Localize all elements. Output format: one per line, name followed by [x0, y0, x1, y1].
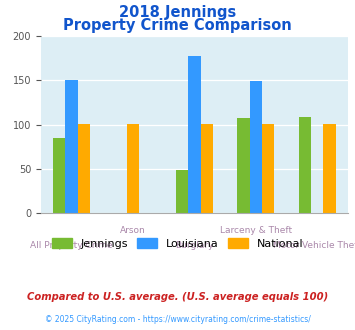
Bar — [250, 81, 262, 213]
Bar — [323, 124, 335, 213]
Text: Larceny & Theft: Larceny & Theft — [220, 226, 292, 235]
Text: Compared to U.S. average. (U.S. average equals 100): Compared to U.S. average. (U.S. average … — [27, 292, 328, 302]
Text: 2018 Jennings: 2018 Jennings — [119, 5, 236, 20]
Bar — [78, 124, 90, 213]
Bar — [201, 124, 213, 213]
Text: Property Crime Comparison: Property Crime Comparison — [63, 18, 292, 33]
Text: Arson: Arson — [120, 226, 146, 235]
Bar — [188, 56, 201, 213]
Bar — [127, 124, 139, 213]
Text: © 2025 CityRating.com - https://www.cityrating.com/crime-statistics/: © 2025 CityRating.com - https://www.city… — [45, 315, 310, 324]
Bar — [65, 81, 78, 213]
Legend: Jennings, Louisiana, National: Jennings, Louisiana, National — [48, 234, 307, 253]
Bar — [53, 138, 65, 213]
Text: Burglary: Burglary — [175, 241, 214, 250]
Text: Motor Vehicle Theft: Motor Vehicle Theft — [273, 241, 355, 250]
Bar — [237, 117, 250, 213]
Text: All Property Crime: All Property Crime — [30, 241, 113, 250]
Bar — [299, 116, 311, 213]
Bar — [262, 124, 274, 213]
Bar — [176, 170, 188, 213]
